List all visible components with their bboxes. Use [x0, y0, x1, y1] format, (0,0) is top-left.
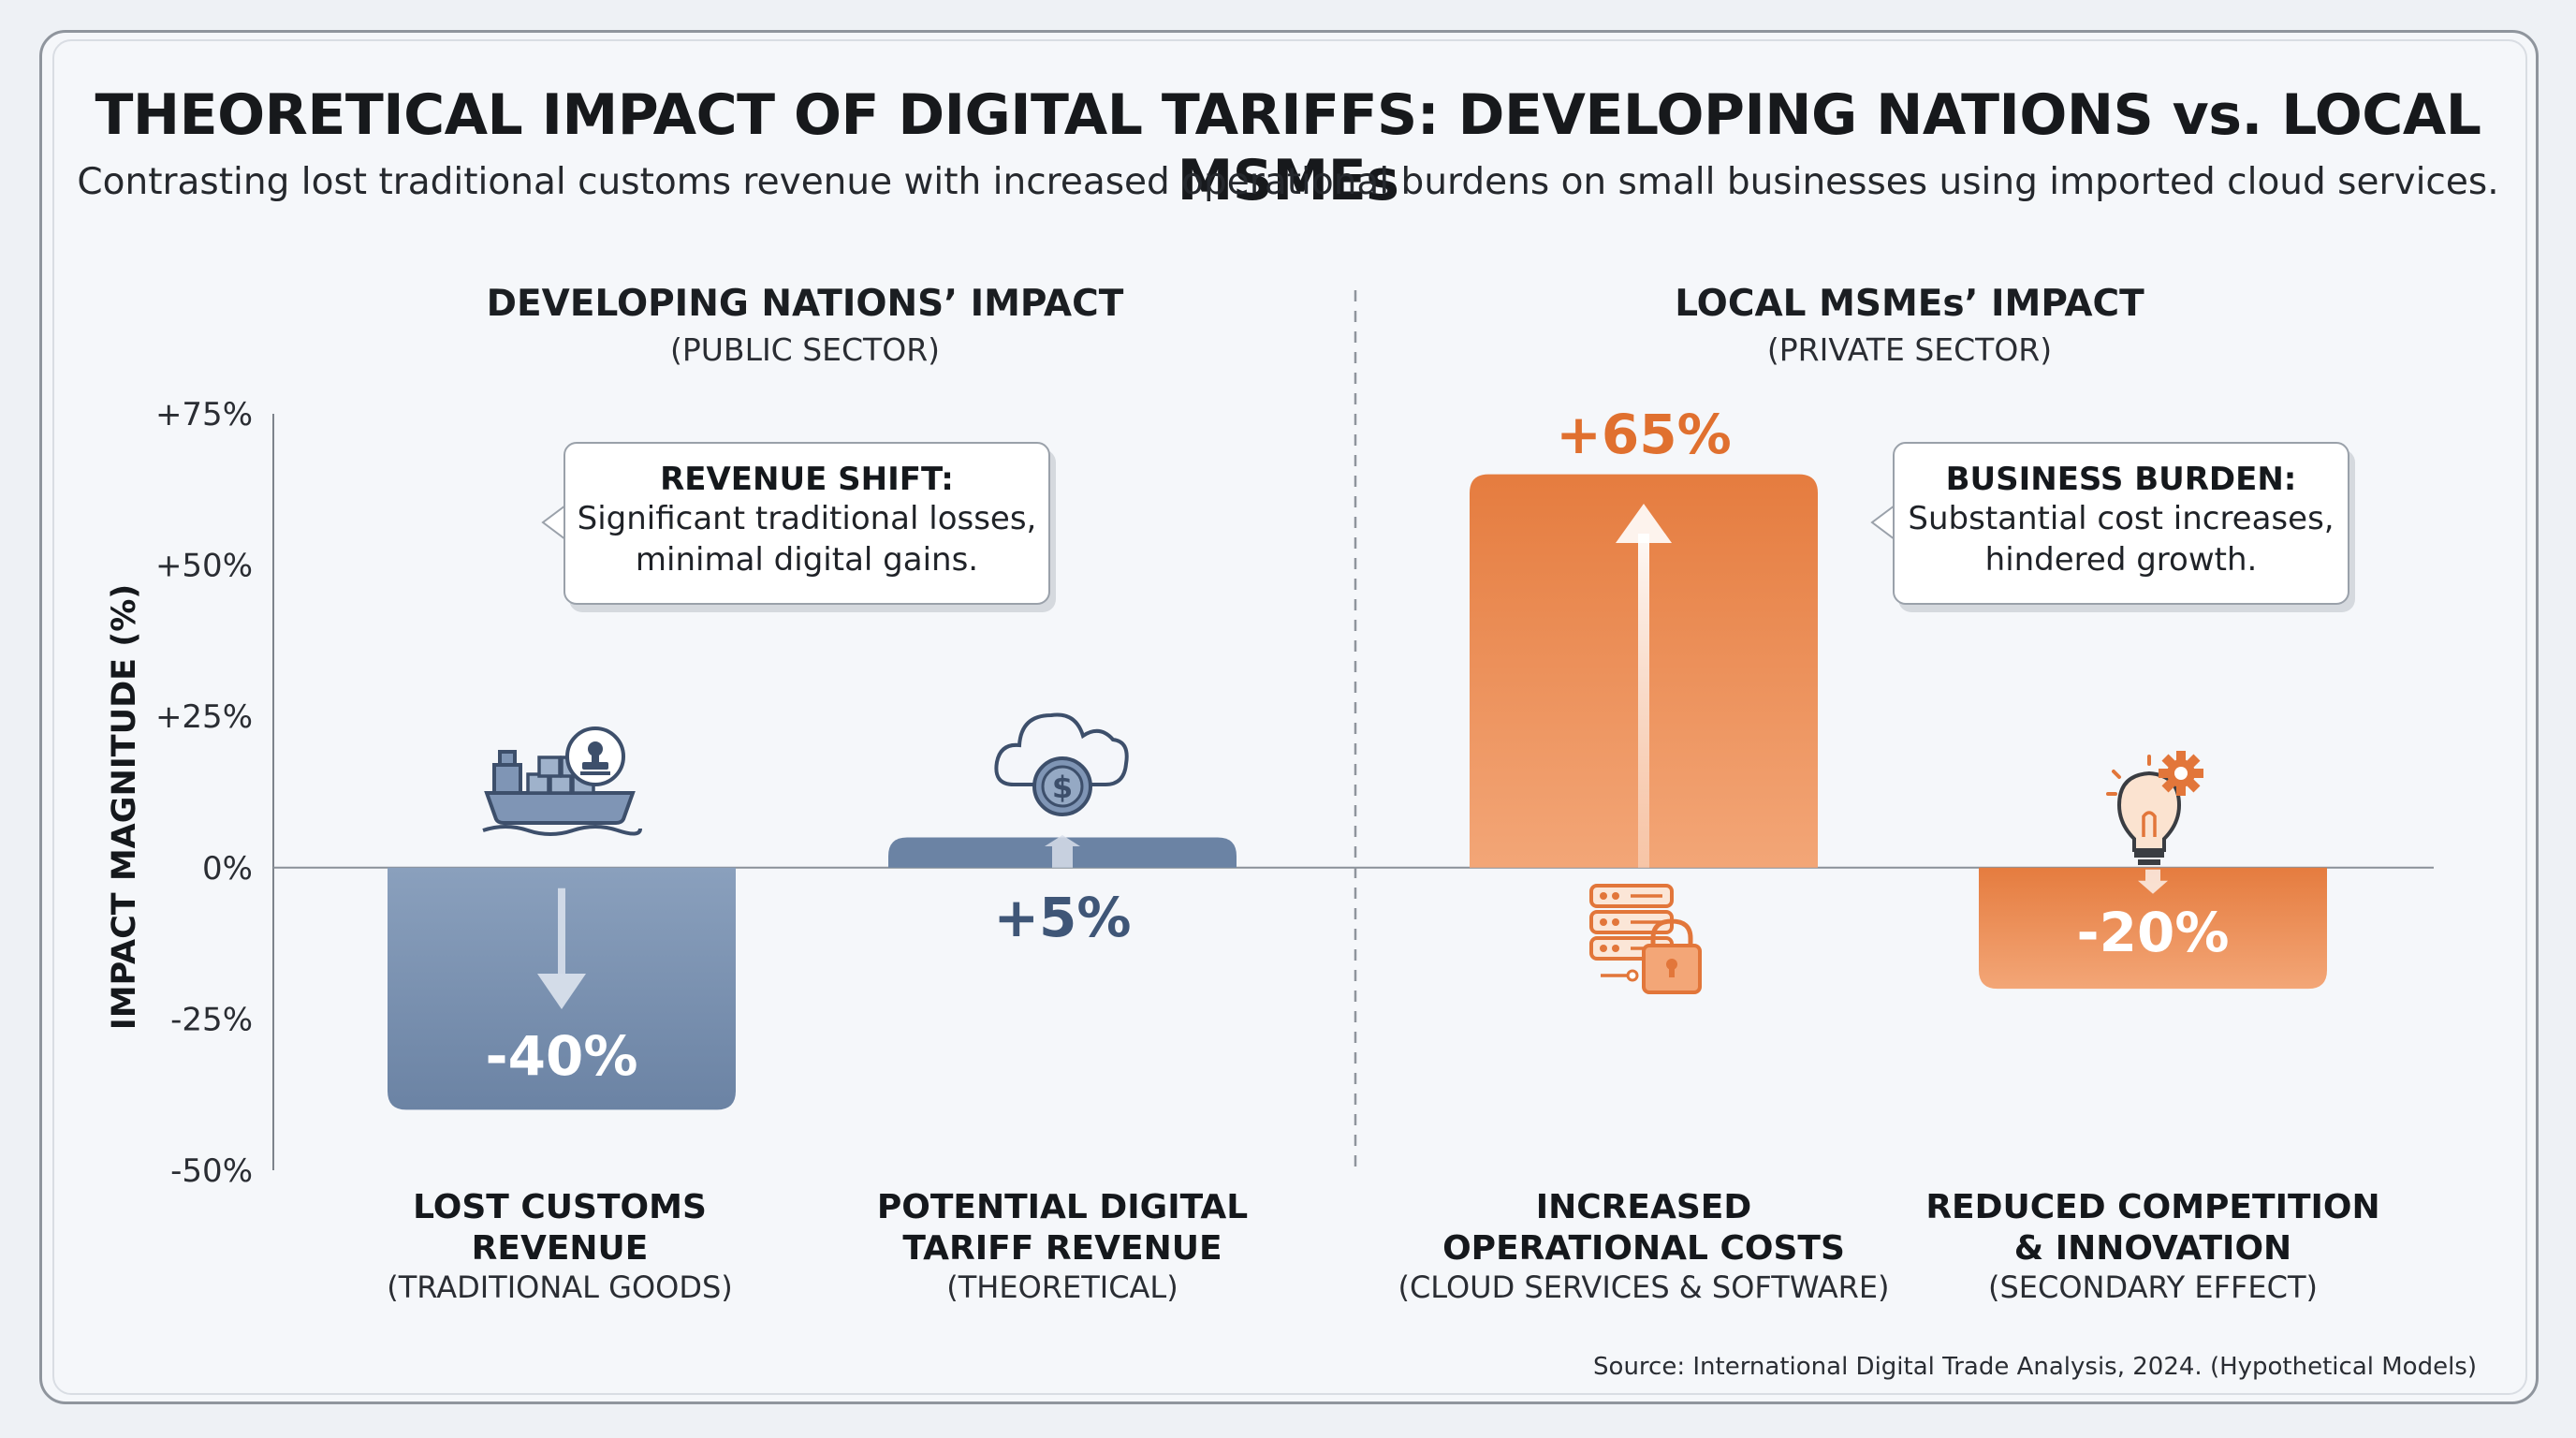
category-label-line: INCREASED — [1535, 1188, 1752, 1226]
business-burden-callout: BUSINESS BURDEN: Substantial cost increa… — [1893, 442, 2349, 605]
y-tick-label: -50% — [170, 1152, 253, 1190]
category-sublabel: (SECONDARY EFFECT) — [1988, 1269, 2318, 1305]
revenue-shift-callout: REVENUE SHIFT: Significant traditional l… — [564, 442, 1050, 605]
up-arrow-shaft — [1638, 534, 1649, 868]
callout-line: hindered growth. — [1984, 541, 2258, 579]
right-section-title: LOCAL MSMEs’ IMPACT — [1675, 283, 2144, 325]
up-arrow-head — [1616, 504, 1672, 543]
bar-value-label: -20% — [2077, 901, 2230, 964]
category-label: INCREASED OPERATIONAL COSTS — [1382, 1187, 1906, 1269]
category-sublabel: (CLOUD SERVICES & SOFTWARE) — [1398, 1269, 1890, 1305]
category-label-line: REVENUE — [471, 1229, 649, 1268]
customs-stamp-icon — [565, 726, 625, 786]
bar-value-label: +5% — [993, 886, 1131, 949]
bar-value-label: +65% — [1556, 403, 1731, 466]
bar — [1979, 867, 2327, 990]
server-led — [1600, 918, 1607, 926]
callout-line: Significant traditional losses, — [577, 500, 1037, 537]
inner-frame — [52, 39, 2527, 1395]
gear-tooth — [2159, 769, 2170, 778]
stamp-handle — [588, 741, 603, 756]
dollar-glyph: $ — [1052, 770, 1073, 805]
down-arrow-small — [2138, 869, 2168, 894]
ship-container — [537, 756, 562, 778]
gear-tooth — [2176, 785, 2186, 796]
left-section-title: DEVELOPING NATIONS’ IMPACT — [486, 283, 1124, 325]
y-tick-label: -25% — [170, 1001, 253, 1038]
category-label-line: LOST CUSTOMS — [413, 1188, 707, 1226]
callout-pointer — [541, 504, 566, 541]
cloud-shape — [994, 712, 1129, 786]
lock-keyhole-stem — [1669, 966, 1675, 977]
ship-wave — [482, 825, 642, 836]
callout-pointer — [1870, 504, 1895, 541]
down-arrow-head — [537, 974, 586, 1009]
bulb-ray — [2112, 770, 2121, 779]
category-label: REDUCED COMPETITION & INNOVATION — [1910, 1187, 2396, 1269]
server-led — [1612, 945, 1619, 952]
y-tick-label: +50% — [155, 548, 253, 585]
gear-tooth — [2176, 751, 2186, 762]
y-tick-label: 0% — [202, 850, 253, 888]
chart-subtitle: Contrasting lost traditional customs rev… — [77, 161, 2499, 203]
category-label: POTENTIAL DIGITAL TARIFF REVENUE — [856, 1187, 1268, 1269]
category-label-line: OPERATIONAL COSTS — [1442, 1229, 1845, 1268]
right-section-subtitle: (PRIVATE SECTOR) — [1766, 331, 2053, 368]
stamp-neck — [592, 755, 599, 762]
server-lock-icon — [1589, 884, 1702, 994]
bulb-filament — [2142, 811, 2157, 837]
ship-hull — [484, 791, 636, 825]
server-led — [1612, 918, 1619, 926]
lightbulb-gear-icon — [2106, 751, 2203, 865]
category-label-line: & INNOVATION — [2013, 1229, 2292, 1268]
gear-hole — [2174, 767, 2188, 780]
callout-line: minimal digital gains. — [635, 541, 979, 579]
gear-icon — [2159, 751, 2203, 796]
server-led — [1600, 945, 1607, 952]
coin-inner — [1041, 765, 1084, 808]
bar-value-label: -40% — [486, 1024, 638, 1088]
outer-frame — [39, 30, 2539, 1404]
server-node — [1626, 969, 1639, 982]
y-tick-label: +25% — [155, 698, 253, 736]
category-label-line: POTENTIAL DIGITAL — [876, 1188, 1249, 1226]
gear-tooth — [2192, 769, 2203, 778]
stamp-base — [582, 762, 608, 770]
source-note: Source: International Digital Trade Anal… — [1593, 1353, 2477, 1381]
category-sublabel: (THEORETICAL) — [946, 1269, 1178, 1305]
ship-bridge — [492, 763, 522, 795]
category-label: LOST CUSTOMS REVENUE — [354, 1187, 766, 1269]
chart-title: THEORETICAL IMPACT OF DIGITAL TARIFFS: D… — [95, 82, 2482, 213]
callout-title: REVENUE SHIFT: — [660, 461, 954, 498]
left-section-subtitle: (PUBLIC SECTOR) — [670, 331, 940, 368]
category-label-line: REDUCED COMPETITION — [1925, 1188, 2380, 1226]
cloud-dollar-icon: $ — [994, 712, 1129, 816]
ship-tower — [498, 750, 517, 767]
bulb-base — [2134, 850, 2164, 858]
category-sublabel: (TRADITIONAL GOODS) — [387, 1269, 733, 1305]
up-arrow-small — [1045, 835, 1080, 868]
server-led — [1612, 892, 1619, 900]
callout-line: Substantial cost increases, — [1908, 500, 2334, 537]
callout-title: BUSINESS BURDEN: — [1945, 461, 2297, 498]
server-led — [1600, 892, 1607, 900]
stamp-pad — [580, 771, 610, 775]
y-tick-label: +75% — [155, 396, 253, 433]
bulb-base — [2138, 859, 2160, 865]
y-axis-title: IMPACT MAGNITUDE (%) — [106, 584, 143, 1031]
lock-shackle — [1650, 918, 1693, 947]
category-label-line: TARIFF REVENUE — [902, 1229, 1222, 1268]
